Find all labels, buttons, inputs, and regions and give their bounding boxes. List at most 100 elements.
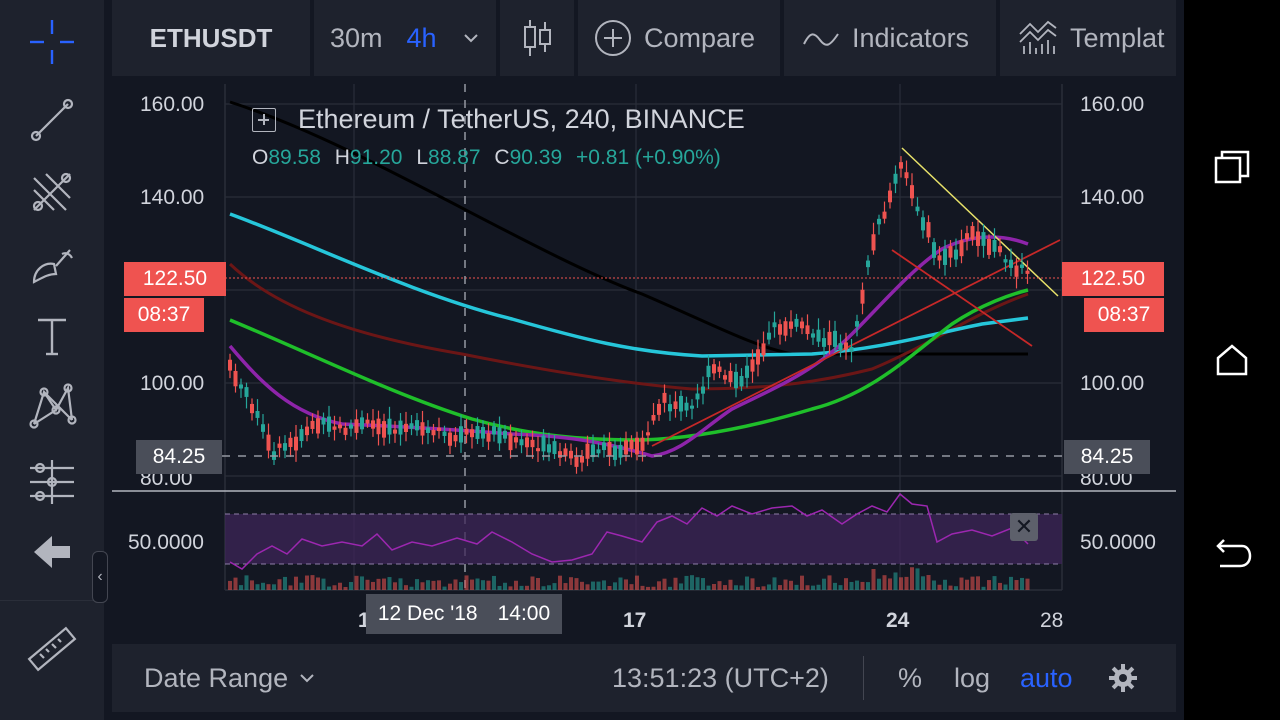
current-price-badge-right: 122.50 bbox=[1062, 262, 1164, 296]
candle-body bbox=[998, 246, 1002, 253]
auto-scale-button[interactable]: auto bbox=[1020, 662, 1073, 693]
legend-toggle-button[interactable] bbox=[252, 108, 276, 132]
interval-selector[interactable]: 30m 4h bbox=[314, 0, 496, 76]
fib-tool[interactable] bbox=[22, 164, 82, 220]
trend-line-tool[interactable] bbox=[22, 92, 82, 148]
volume-bar bbox=[288, 585, 293, 590]
volume-bar bbox=[596, 581, 601, 590]
ruler-tool[interactable] bbox=[22, 622, 82, 678]
candle-body bbox=[717, 366, 722, 372]
crosshair-tool[interactable] bbox=[22, 14, 82, 70]
settings-button[interactable] bbox=[1108, 644, 1138, 712]
templates-button[interactable]: Templat bbox=[1000, 0, 1176, 76]
symbol-label: ETHUSDT bbox=[149, 22, 273, 53]
volume-bar bbox=[673, 577, 678, 590]
interval-4h[interactable]: 4h bbox=[406, 22, 437, 53]
volume-bar bbox=[750, 578, 755, 590]
candle-body bbox=[662, 392, 667, 403]
volume-bar bbox=[327, 586, 331, 590]
chart-type-button[interactable] bbox=[500, 0, 574, 76]
chart-panel[interactable]: 160.00 140.00 100.00 80.00 50.0000 160.0… bbox=[112, 84, 1176, 640]
candle-body bbox=[734, 371, 738, 389]
trend-line-red bbox=[651, 239, 1061, 447]
clock[interactable]: 13:51:23 (UTC+2) bbox=[612, 662, 829, 693]
ohlc-low-key: L bbox=[416, 146, 429, 169]
measure-tool[interactable] bbox=[22, 454, 82, 510]
volume-bar bbox=[426, 580, 430, 590]
volume-bar bbox=[690, 575, 694, 590]
volume-bar bbox=[624, 579, 628, 590]
percent-scale-button[interactable]: % bbox=[898, 662, 923, 693]
candle-body bbox=[805, 325, 810, 335]
plus-circle-icon bbox=[595, 20, 631, 56]
candle-body bbox=[756, 349, 760, 365]
home-icon[interactable] bbox=[1212, 340, 1252, 380]
candle-body bbox=[492, 426, 496, 435]
ohlc-close: 90.39 bbox=[509, 146, 563, 169]
interval-30m[interactable]: 30m bbox=[330, 22, 383, 53]
pattern-tool[interactable] bbox=[22, 378, 82, 434]
volume-bar bbox=[717, 581, 722, 590]
candle-body bbox=[558, 451, 562, 458]
candle-body bbox=[816, 329, 821, 342]
volume-bar bbox=[574, 578, 579, 590]
candle-body bbox=[305, 426, 309, 436]
countdown-badge-left: 08:37 bbox=[124, 298, 204, 332]
candle-body bbox=[321, 417, 326, 425]
candle-body bbox=[728, 370, 733, 383]
text-tool[interactable] bbox=[22, 308, 82, 364]
volume-bar bbox=[629, 584, 634, 590]
candle-body bbox=[695, 393, 700, 400]
sidebar-collapse-button[interactable]: ‹ bbox=[92, 551, 108, 603]
templates-icon bbox=[1019, 20, 1057, 54]
volume-bar bbox=[783, 579, 788, 590]
volume-bar bbox=[805, 585, 810, 590]
candle-body bbox=[574, 456, 579, 467]
candle-body bbox=[673, 401, 678, 409]
log-scale-button[interactable]: log bbox=[954, 662, 991, 693]
close-indicator-button[interactable]: ✕ bbox=[1010, 513, 1038, 541]
volume-bar bbox=[437, 580, 441, 590]
templates-label: Templat bbox=[1070, 22, 1165, 53]
hide-drawings-button[interactable] bbox=[22, 524, 82, 580]
volume-bar bbox=[932, 580, 936, 590]
chevron-down-icon[interactable] bbox=[461, 28, 481, 48]
volume-bar bbox=[970, 576, 975, 590]
brush-tool[interactable] bbox=[22, 238, 82, 294]
candle-body bbox=[772, 322, 777, 328]
volume-bar bbox=[822, 578, 826, 590]
volume-bar bbox=[563, 583, 568, 590]
candle-body bbox=[778, 324, 782, 335]
candle-body bbox=[761, 343, 766, 356]
volume-bar bbox=[448, 583, 452, 590]
volume-bar bbox=[877, 578, 881, 590]
candle-body bbox=[888, 190, 892, 203]
recents-icon[interactable] bbox=[1212, 148, 1252, 188]
volume-series bbox=[228, 567, 1030, 590]
candle-body bbox=[448, 432, 452, 446]
date-range-button[interactable]: Date Range bbox=[144, 644, 316, 712]
volume-bar bbox=[585, 584, 590, 590]
candle-body bbox=[239, 384, 243, 389]
volume-bar bbox=[860, 581, 865, 590]
ohlc-high-key: H bbox=[334, 146, 350, 169]
volume-bar bbox=[910, 567, 914, 590]
left-toolbar bbox=[0, 0, 104, 720]
candle-body bbox=[398, 420, 403, 435]
volume-bar bbox=[866, 582, 870, 590]
trend-line-red bbox=[891, 249, 1033, 347]
candle-body bbox=[327, 416, 331, 432]
candle-body bbox=[987, 238, 991, 255]
candle-body bbox=[629, 439, 634, 450]
indicators-button[interactable]: Indicators bbox=[784, 0, 996, 76]
symbol-search-button[interactable]: ETHUSDT bbox=[112, 0, 310, 76]
compare-button[interactable]: Compare bbox=[578, 0, 780, 76]
candle-body bbox=[937, 255, 942, 261]
back-icon[interactable] bbox=[1212, 532, 1252, 572]
volume-bar bbox=[844, 578, 848, 590]
candle-body bbox=[976, 231, 980, 246]
volume-bar bbox=[712, 583, 716, 590]
volume-bar bbox=[393, 582, 397, 590]
chart-canvas[interactable]: 160.00 140.00 100.00 80.00 50.0000 160.0… bbox=[112, 84, 1176, 640]
volume-bar bbox=[723, 585, 727, 590]
